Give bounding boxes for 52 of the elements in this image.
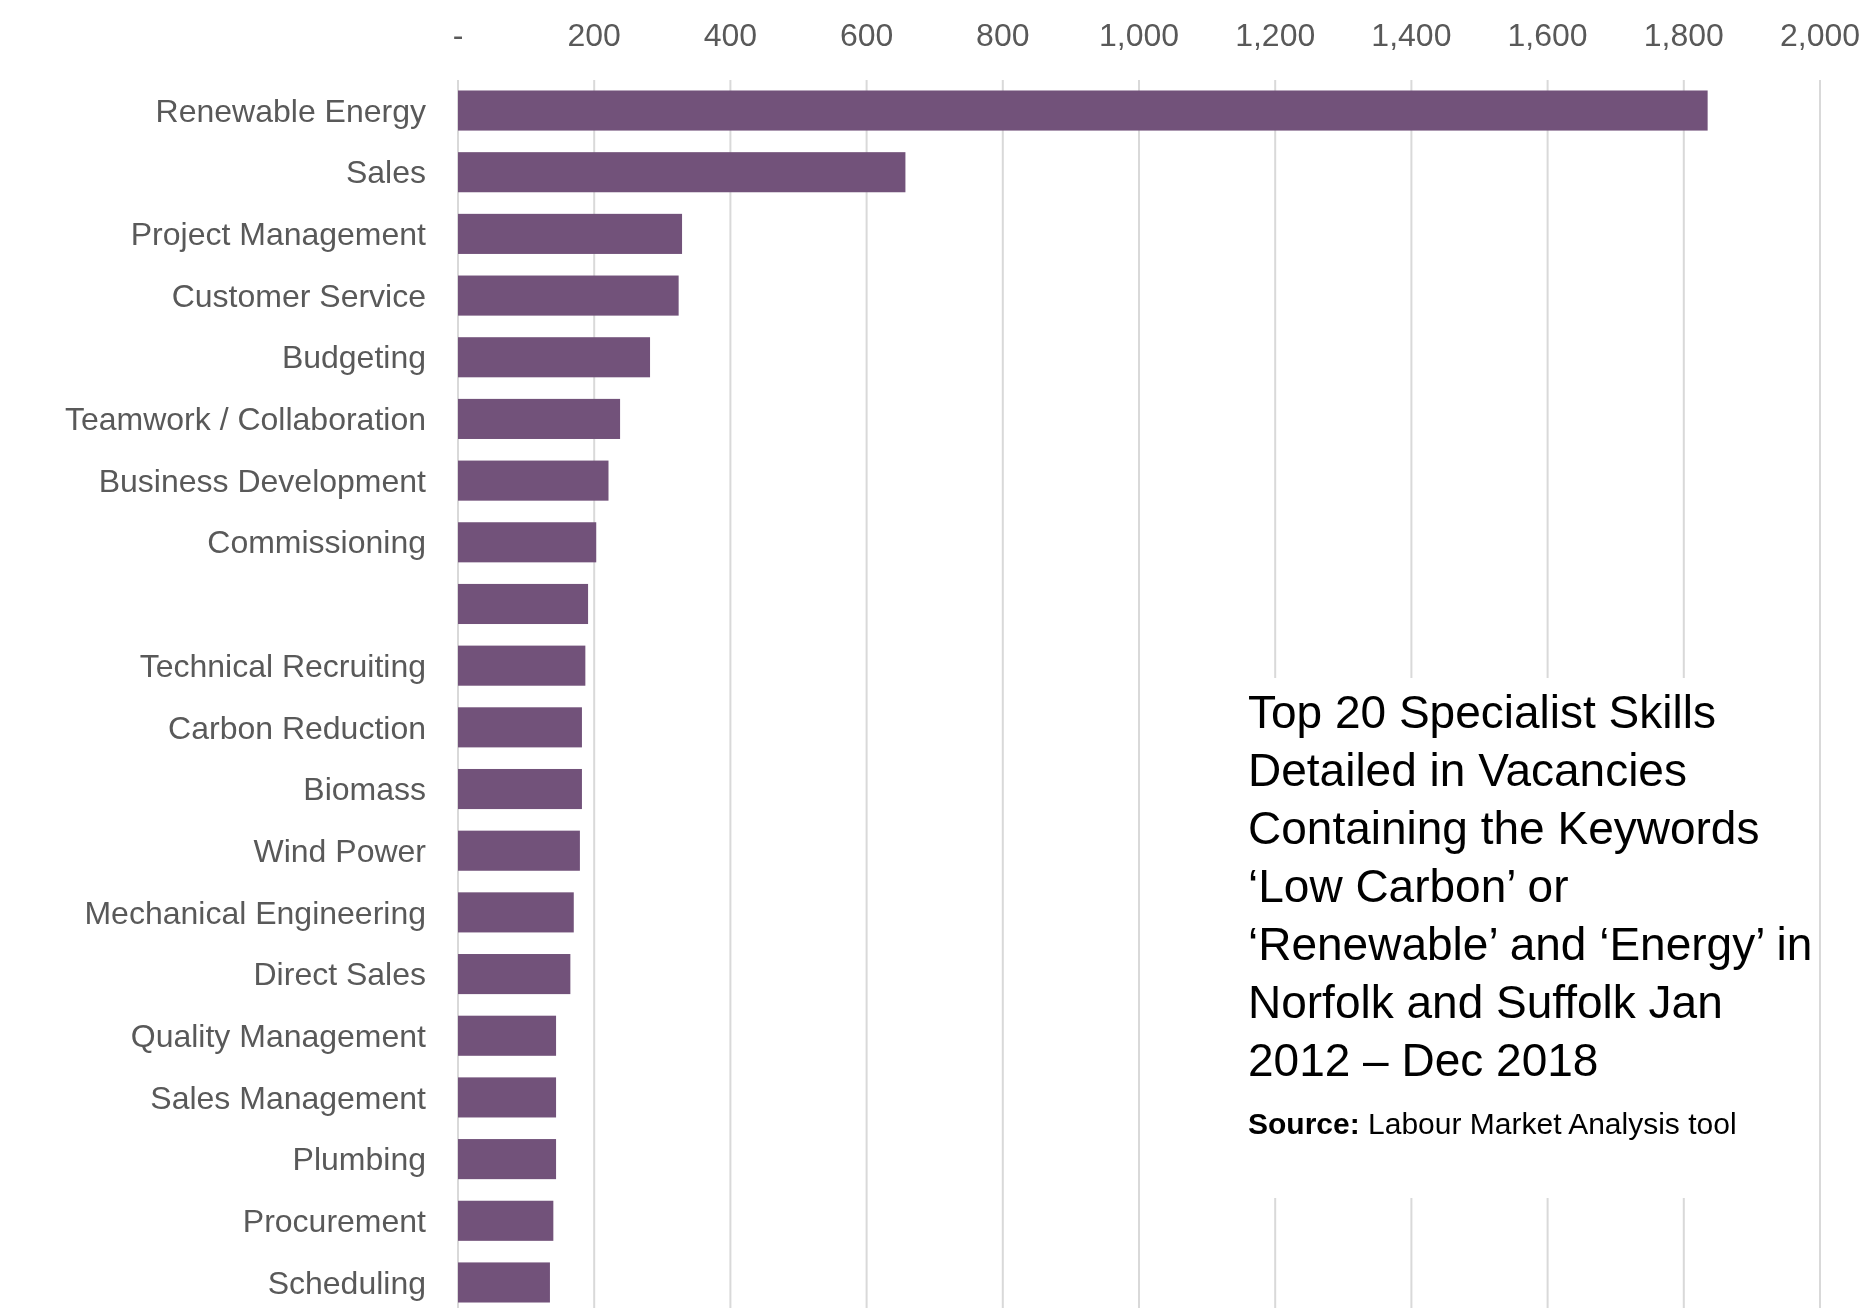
y-tick-label: Budgeting — [281, 339, 426, 376]
y-tick-label: Teamwork / Collaboration — [64, 401, 426, 438]
y-tick-label: Sales — [345, 154, 426, 191]
x-tick-label: 600 — [839, 17, 894, 53]
y-tick-label: Project Management — [130, 216, 427, 253]
y-tick-label: Carbon Reduction — [168, 709, 426, 746]
bar — [458, 645, 586, 686]
y-tick-label: Business Development — [98, 462, 427, 499]
bar — [458, 90, 1708, 131]
y-tick-label: Procurement — [242, 1202, 427, 1239]
bar — [458, 213, 683, 254]
y-tick-label: Wind Power — [253, 832, 427, 869]
bar — [458, 522, 597, 563]
x-tick-label: 400 — [703, 17, 758, 53]
x-tick-label: 200 — [567, 17, 621, 53]
y-tick-label: Renewable Energy — [155, 92, 426, 129]
bar — [458, 583, 589, 625]
x-tick-label: 1,400 — [1371, 17, 1452, 53]
y-tick-label: Mechanical Engineering — [84, 894, 426, 931]
bar — [458, 1139, 557, 1180]
bar — [458, 275, 679, 316]
annotation: Source: Labour Market Analysis tool — [1248, 1107, 1737, 1140]
text: Top 20 Specialist Skills Detailed in Vacancies Containing the Keywords ‘Low Carbon’ or ‘Renewable’ and ‘Energy’ in Norfolk and Suffolk Jan 2012 – Dec 2018 — [1248, 686, 1813, 1086]
y-tick-label: Sales Management — [150, 1079, 427, 1116]
x-tick-label: 1,800 — [1643, 17, 1724, 53]
x-tick-label: 1,000 — [1098, 17, 1180, 53]
bar — [458, 460, 609, 501]
bar — [458, 337, 651, 378]
bar — [458, 1015, 557, 1056]
bar — [458, 768, 582, 810]
bar — [458, 1077, 557, 1118]
bar — [458, 1262, 550, 1303]
x-tick-label: 1,200 — [1235, 17, 1316, 53]
bar — [458, 1200, 554, 1241]
y-tick-label: Quality Management — [130, 1017, 427, 1054]
x-tick-label: 800 — [976, 17, 1030, 53]
y-tick-label: Direct Sales — [253, 956, 426, 993]
x-tick-label: - — [452, 17, 464, 53]
y-tick-label: Customer Service — [171, 277, 426, 314]
y-tick-label: Scheduling — [267, 1264, 426, 1301]
bar — [458, 954, 571, 995]
bar — [458, 707, 582, 748]
bar — [458, 892, 574, 933]
y-tick-label: Plumbing — [292, 1141, 426, 1178]
x-tick-label: 2,000 — [1779, 17, 1861, 53]
y-tick-label: Commissioning — [207, 524, 426, 561]
x-tick-label: 1,600 — [1507, 17, 1588, 53]
bar — [458, 152, 906, 193]
bar — [458, 830, 580, 871]
bar — [458, 398, 621, 439]
y-tick-label: Biomass — [303, 771, 426, 808]
y-tick-label: Technical Recruiting — [139, 647, 426, 684]
